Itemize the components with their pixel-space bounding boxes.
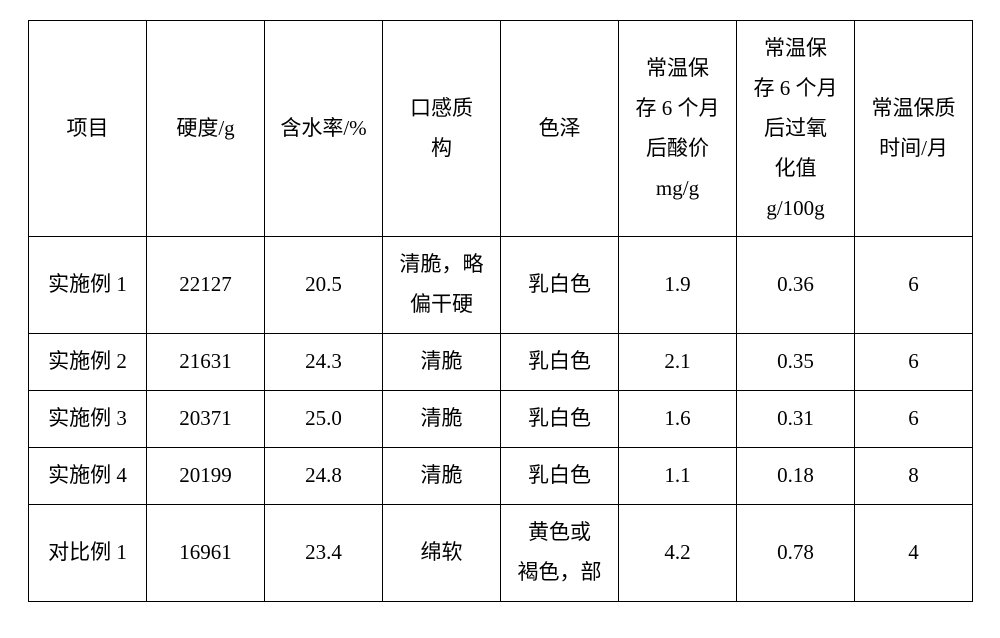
cell: 1.1 xyxy=(619,448,737,505)
cell: 20.5 xyxy=(265,237,383,334)
cell: 20371 xyxy=(147,391,265,448)
cell: 6 xyxy=(855,391,973,448)
table-row: 对比例 1 16961 23.4 绵软 黄色或褐色，部 4.2 0.78 4 xyxy=(29,504,973,601)
cell: 清脆 xyxy=(383,391,501,448)
cell: 绵软 xyxy=(383,504,501,601)
cell: 0.31 xyxy=(737,391,855,448)
table-row: 实施例 1 22127 20.5 清脆，略偏干硬 乳白色 1.9 0.36 6 xyxy=(29,237,973,334)
cell: 24.8 xyxy=(265,448,383,505)
cell: 0.78 xyxy=(737,504,855,601)
table-row: 实施例 4 20199 24.8 清脆 乳白色 1.1 0.18 8 xyxy=(29,448,973,505)
cell: 实施例 4 xyxy=(29,448,147,505)
cell: 8 xyxy=(855,448,973,505)
cell: 2.1 xyxy=(619,334,737,391)
cell: 0.36 xyxy=(737,237,855,334)
col-moisture: 含水率/% xyxy=(265,21,383,237)
col-shelf: 常温保质时间/月 xyxy=(855,21,973,237)
cell: 乳白色 xyxy=(501,391,619,448)
cell: 乳白色 xyxy=(501,448,619,505)
cell: 清脆 xyxy=(383,334,501,391)
cell: 6 xyxy=(855,334,973,391)
table-body: 实施例 1 22127 20.5 清脆，略偏干硬 乳白色 1.9 0.36 6 … xyxy=(29,237,973,601)
table-row: 实施例 2 21631 24.3 清脆 乳白色 2.1 0.35 6 xyxy=(29,334,973,391)
cell: 6 xyxy=(855,237,973,334)
col-peroxide: 常温保存 6 个月后过氧化值g/100g xyxy=(737,21,855,237)
cell: 乳白色 xyxy=(501,237,619,334)
header-row: 项目 硬度/g 含水率/% 口感质构 色泽 常温保存 6 个月后酸价mg/g 常… xyxy=(29,21,973,237)
cell: 25.0 xyxy=(265,391,383,448)
cell: 实施例 3 xyxy=(29,391,147,448)
cell: 24.3 xyxy=(265,334,383,391)
cell: 乳白色 xyxy=(501,334,619,391)
cell: 21631 xyxy=(147,334,265,391)
cell: 0.18 xyxy=(737,448,855,505)
col-acid: 常温保存 6 个月后酸价mg/g xyxy=(619,21,737,237)
cell: 4.2 xyxy=(619,504,737,601)
cell: 20199 xyxy=(147,448,265,505)
cell: 实施例 1 xyxy=(29,237,147,334)
cell: 1.6 xyxy=(619,391,737,448)
col-texture: 口感质构 xyxy=(383,21,501,237)
cell: 清脆，略偏干硬 xyxy=(383,237,501,334)
col-hardness: 硬度/g xyxy=(147,21,265,237)
cell: 0.35 xyxy=(737,334,855,391)
cell: 黄色或褐色，部 xyxy=(501,504,619,601)
table-row: 实施例 3 20371 25.0 清脆 乳白色 1.6 0.31 6 xyxy=(29,391,973,448)
cell: 4 xyxy=(855,504,973,601)
col-color: 色泽 xyxy=(501,21,619,237)
data-table: 项目 硬度/g 含水率/% 口感质构 色泽 常温保存 6 个月后酸价mg/g 常… xyxy=(28,20,973,602)
cell: 实施例 2 xyxy=(29,334,147,391)
cell: 清脆 xyxy=(383,448,501,505)
cell: 对比例 1 xyxy=(29,504,147,601)
cell: 16961 xyxy=(147,504,265,601)
cell: 23.4 xyxy=(265,504,383,601)
table-container: 项目 硬度/g 含水率/% 口感质构 色泽 常温保存 6 个月后酸价mg/g 常… xyxy=(0,0,1000,622)
cell: 1.9 xyxy=(619,237,737,334)
cell: 22127 xyxy=(147,237,265,334)
col-item: 项目 xyxy=(29,21,147,237)
